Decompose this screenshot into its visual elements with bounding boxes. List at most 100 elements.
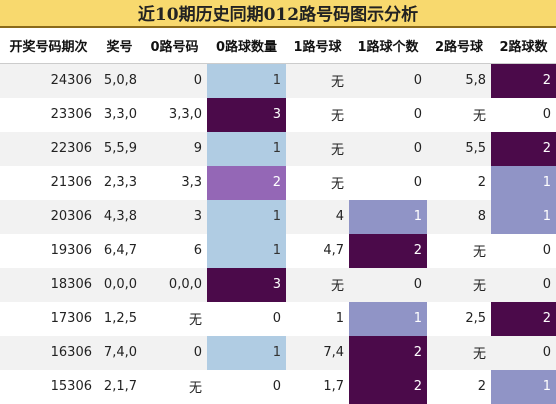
route0-count-cell: 1: [207, 63, 286, 98]
route0-numbers-cell: 0,0,0: [142, 267, 207, 302]
route0-numbers-cell: 3,3,0: [142, 97, 207, 132]
route1-count-cell: 0: [349, 131, 427, 166]
table-row: 15306 2,1,7 无 0 1,7 2 2 1: [0, 369, 556, 404]
route1-numbers-cell: 无: [286, 267, 349, 302]
route1-count-cell: 2: [349, 335, 427, 370]
number-cell: 5,5,9: [97, 131, 142, 166]
route2-count-cell: 1: [491, 165, 556, 200]
route1-numbers-cell: 1: [286, 301, 349, 336]
route0-numbers-cell: 0: [142, 335, 207, 370]
route2-count-cell: 2: [491, 301, 556, 336]
number-cell: 5,0,8: [97, 63, 142, 98]
route1-count-cell: 0: [349, 63, 427, 98]
number-cell: 6,4,7: [97, 233, 142, 268]
route0-count-cell: 3: [207, 267, 286, 302]
route2-count-cell: 1: [491, 369, 556, 404]
route0-count-cell: 3: [207, 97, 286, 132]
route0-numbers-cell: 无: [142, 301, 207, 336]
number-cell: 1,2,5: [97, 301, 142, 336]
route1-numbers-cell: 7,4: [286, 335, 349, 370]
page-title: 近10期历史同期012路号码图示分析: [0, 0, 556, 28]
table-row: 18306 0,0,0 0,0,0 3 无 0 无 0: [0, 267, 556, 302]
number-cell: 3,3,0: [97, 97, 142, 132]
route1-count-cell: 0: [349, 165, 427, 200]
route0-numbers-cell: 3: [142, 199, 207, 234]
header-route2-count: 2路球数: [491, 28, 556, 64]
route0-count-cell: 1: [207, 233, 286, 268]
period-cell: 15306: [0, 369, 97, 404]
period-cell: 20306: [0, 199, 97, 234]
route0-numbers-cell: 9: [142, 131, 207, 166]
route2-count-cell: 2: [491, 131, 556, 166]
number-cell: 7,4,0: [97, 335, 142, 370]
route0-count-cell: 1: [207, 335, 286, 370]
route1-count-cell: 2: [349, 369, 427, 404]
route1-numbers-cell: 1,7: [286, 369, 349, 404]
header-route0-count: 0路球数量: [207, 28, 286, 64]
period-cell: 22306: [0, 131, 97, 166]
route2-count-cell: 1: [491, 199, 556, 234]
period-cell: 23306: [0, 97, 97, 132]
table-row: 24306 5,0,8 0 1 无 0 5,8 2: [0, 63, 556, 98]
route2-count-cell: 0: [491, 335, 556, 370]
route1-numbers-cell: 4,7: [286, 233, 349, 268]
route2-numbers-cell: 无: [427, 267, 491, 302]
route1-numbers-cell: 无: [286, 165, 349, 200]
route1-numbers-cell: 无: [286, 63, 349, 98]
route0-count-cell: 1: [207, 131, 286, 166]
table-row: 16306 7,4,0 0 1 7,4 2 无 0: [0, 335, 556, 370]
table-row: 22306 5,5,9 9 1 无 0 5,5 2: [0, 131, 556, 166]
number-cell: 2,3,3: [97, 165, 142, 200]
route1-count-cell: 0: [349, 97, 427, 132]
route2-numbers-cell: 2,5: [427, 301, 491, 336]
table-row: 21306 2,3,3 3,3 2 无 0 2 1: [0, 165, 556, 200]
route2-numbers-cell: 8: [427, 199, 491, 234]
header-number: 奖号: [97, 28, 142, 64]
number-cell: 2,1,7: [97, 369, 142, 404]
data-table: 开奖号码期次 奖号 0路号码 0路球数量 1路号球 1路球个数 2路号球 2路球…: [0, 28, 556, 404]
route2-numbers-cell: 无: [427, 97, 491, 132]
route0-numbers-cell: 0: [142, 63, 207, 98]
period-cell: 19306: [0, 233, 97, 268]
table-row: 17306 1,2,5 无 0 1 1 2,5 2: [0, 301, 556, 336]
route0-count-cell: 0: [207, 369, 286, 404]
header-period: 开奖号码期次: [0, 28, 97, 64]
period-cell: 21306: [0, 165, 97, 200]
header-row: 开奖号码期次 奖号 0路号码 0路球数量 1路号球 1路球个数 2路号球 2路球…: [0, 28, 556, 64]
header-route0-numbers: 0路号码: [142, 28, 207, 64]
route2-numbers-cell: 无: [427, 335, 491, 370]
number-cell: 4,3,8: [97, 199, 142, 234]
route2-numbers-cell: 5,8: [427, 63, 491, 98]
route2-numbers-cell: 无: [427, 233, 491, 268]
route1-numbers-cell: 无: [286, 131, 349, 166]
route1-count-cell: 1: [349, 199, 427, 234]
number-cell: 0,0,0: [97, 267, 142, 302]
route2-count-cell: 0: [491, 97, 556, 132]
table-row: 20306 4,3,8 3 1 4 1 8 1: [0, 199, 556, 234]
route0-numbers-cell: 无: [142, 369, 207, 404]
period-cell: 24306: [0, 63, 97, 98]
route2-numbers-cell: 2: [427, 165, 491, 200]
header-route1-numbers: 1路号球: [286, 28, 349, 64]
route2-count-cell: 2: [491, 63, 556, 98]
route1-numbers-cell: 无: [286, 97, 349, 132]
table-row: 23306 3,3,0 3,3,0 3 无 0 无 0: [0, 97, 556, 132]
table-row: 19306 6,4,7 6 1 4,7 2 无 0: [0, 233, 556, 268]
header-route1-count: 1路球个数: [349, 28, 427, 64]
route1-numbers-cell: 4: [286, 199, 349, 234]
route0-count-cell: 1: [207, 199, 286, 234]
period-cell: 17306: [0, 301, 97, 336]
period-cell: 18306: [0, 267, 97, 302]
route2-count-cell: 0: [491, 267, 556, 302]
route1-count-cell: 0: [349, 267, 427, 302]
route0-numbers-cell: 3,3: [142, 165, 207, 200]
route0-numbers-cell: 6: [142, 233, 207, 268]
route1-count-cell: 1: [349, 301, 427, 336]
route0-count-cell: 0: [207, 301, 286, 336]
route0-count-cell: 2: [207, 165, 286, 200]
period-cell: 16306: [0, 335, 97, 370]
route2-numbers-cell: 5,5: [427, 131, 491, 166]
route2-numbers-cell: 2: [427, 369, 491, 404]
route2-count-cell: 0: [491, 233, 556, 268]
